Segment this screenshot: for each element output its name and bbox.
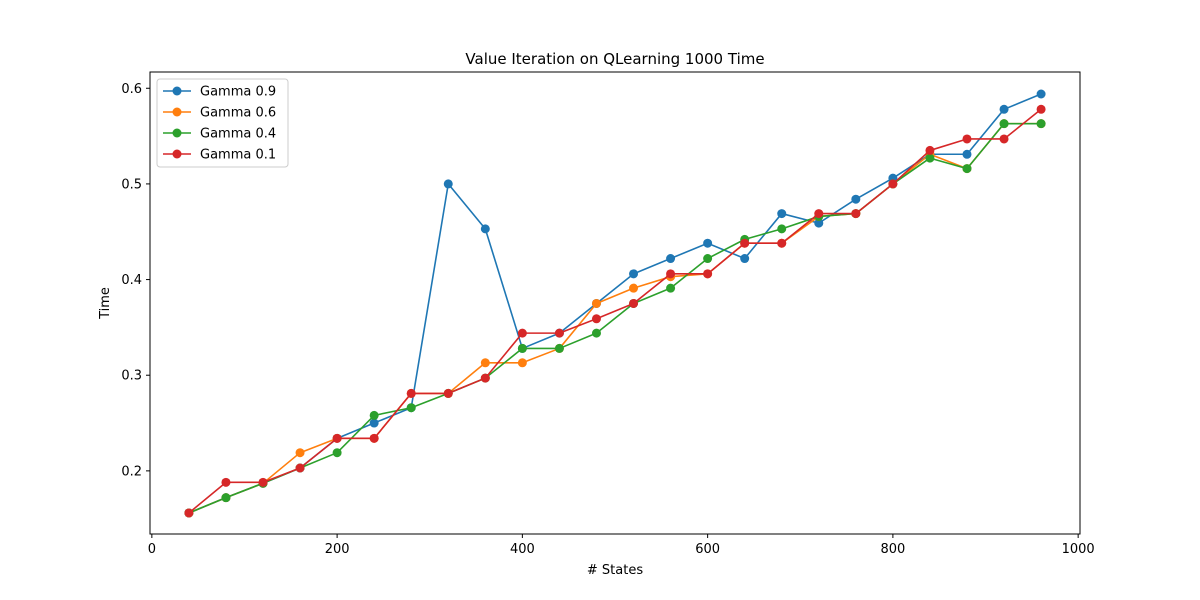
data-point — [666, 269, 676, 279]
data-point — [851, 194, 861, 204]
series-layer — [184, 89, 1046, 518]
data-point — [851, 209, 861, 219]
data-point — [740, 254, 750, 264]
y-tick-label: 0.3 — [121, 369, 142, 384]
data-point — [1036, 104, 1046, 114]
series-group — [184, 104, 1046, 518]
data-point — [480, 373, 490, 383]
y-tick-label: 0.5 — [121, 177, 142, 192]
data-point — [517, 328, 527, 338]
data-point — [443, 388, 453, 398]
data-point — [999, 104, 1009, 114]
data-point — [962, 149, 972, 159]
legend-label: Gamma 0.4 — [200, 127, 276, 142]
data-point — [1036, 89, 1046, 99]
data-point — [629, 269, 639, 279]
data-point — [999, 119, 1009, 129]
x-tick-label: 0 — [148, 542, 156, 557]
x-tick-label: 200 — [325, 542, 350, 557]
data-point — [443, 179, 453, 189]
axis-ticks: 0 200 400 600 800 1000 0.2 0.3 0.4 0.5 0.6 — [121, 82, 1094, 557]
data-point — [480, 224, 490, 234]
data-point — [629, 298, 639, 308]
data-point — [962, 164, 972, 174]
data-point — [406, 388, 416, 398]
data-point — [962, 134, 972, 144]
y-axis-label: Time — [98, 287, 113, 320]
data-point — [554, 343, 564, 353]
plot-area-frame — [149, 71, 1081, 535]
data-point — [591, 328, 601, 338]
legend-label: Gamma 0.6 — [200, 106, 276, 121]
data-point — [517, 358, 527, 368]
data-point — [332, 433, 342, 443]
data-point — [703, 238, 713, 248]
legend-marker — [172, 107, 182, 117]
legend-label: Gamma 0.1 — [200, 148, 276, 163]
series-line — [188, 122, 1042, 514]
data-point — [888, 179, 898, 189]
x-tick-label: 600 — [695, 542, 720, 557]
data-point — [777, 238, 787, 248]
legend-marker — [172, 86, 182, 96]
data-point — [480, 358, 490, 368]
data-point — [369, 433, 379, 443]
y-tick-label: 0.6 — [121, 82, 142, 97]
data-point — [554, 328, 564, 338]
data-point — [666, 283, 676, 293]
data-point — [591, 314, 601, 324]
data-point — [777, 224, 787, 234]
legend-marker — [172, 128, 182, 138]
data-point — [369, 410, 379, 420]
legend-label: Gamma 0.9 — [200, 85, 276, 100]
y-tick-label: 0.4 — [121, 273, 142, 288]
legend: Gamma 0.9 Gamma 0.6 Gamma 0.4 Gamma 0.1 — [156, 78, 289, 168]
series-line — [188, 108, 1042, 514]
legend-box — [156, 78, 289, 168]
data-point — [221, 477, 231, 487]
chart-title: Value Iteration on QLearning 1000 Time — [465, 50, 764, 68]
data-point — [740, 238, 750, 248]
data-point — [703, 254, 713, 264]
data-point — [925, 145, 935, 155]
data-point — [295, 463, 305, 473]
x-tick-label: 1000 — [1062, 542, 1095, 557]
data-point — [703, 269, 713, 279]
x-tick-label: 400 — [510, 542, 535, 557]
data-point — [517, 343, 527, 353]
x-tick-label: 800 — [880, 542, 905, 557]
data-point — [332, 448, 342, 458]
data-point — [814, 209, 824, 219]
y-tick-label: 0.2 — [121, 464, 142, 479]
data-point — [591, 298, 601, 308]
data-point — [814, 218, 824, 228]
data-point — [184, 508, 194, 518]
data-point — [406, 403, 416, 413]
data-point — [1036, 119, 1046, 129]
data-point — [925, 153, 935, 163]
data-point — [629, 283, 639, 293]
legend-marker — [172, 149, 182, 159]
data-point — [777, 209, 787, 219]
data-point — [295, 448, 305, 458]
data-point — [666, 254, 676, 264]
data-point — [999, 134, 1009, 144]
x-axis-label: # States — [587, 563, 643, 578]
data-point — [221, 493, 231, 503]
data-point — [258, 477, 268, 487]
data-point — [369, 418, 379, 428]
